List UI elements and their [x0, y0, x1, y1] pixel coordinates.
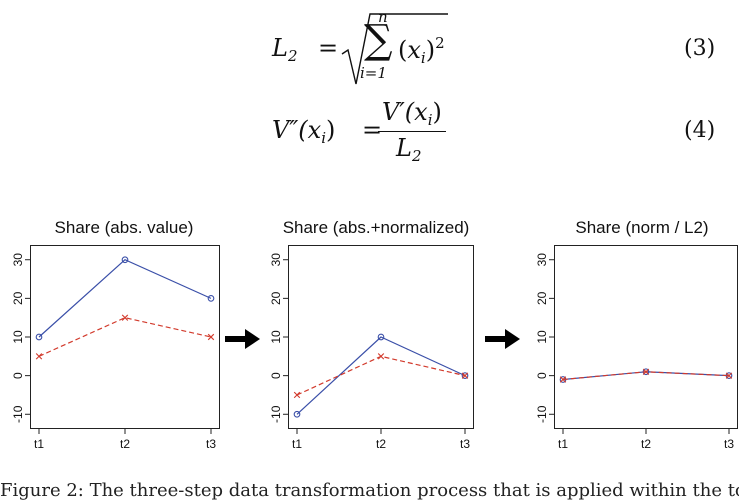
eq3-sum-lower: i=1	[360, 64, 387, 82]
x-tick-label: t1	[558, 437, 568, 451]
eq3-term: (xi)2	[398, 34, 445, 67]
data-point-circle	[293, 410, 301, 418]
y-tick-label: -10	[11, 405, 25, 423]
chart-3: -10 0 10 20 30 t1 t2 t3	[535, 245, 738, 451]
eq4-numerator: V′(xi)	[382, 98, 442, 129]
series-2-line	[296, 355, 466, 396]
y-tick-label: 30	[269, 253, 283, 267]
data-point-x	[461, 372, 469, 379]
chart-2-title: Share (abs.+normalized)	[282, 218, 470, 237]
equation-3: L2 = n ∑ i=1 (xi)2 (3)	[272, 8, 722, 90]
x-tick-label: t1	[292, 437, 302, 451]
chart-3-svg: -10 0 10 20 30 t1 t2 t3	[535, 253, 734, 451]
eq4-equals: =	[362, 116, 383, 144]
data-point-x	[207, 333, 215, 341]
data-point-circle	[461, 372, 469, 379]
right-arrow-icon	[225, 329, 260, 349]
eq4-lhs: V″(xi)	[272, 116, 336, 147]
data-point-circle	[377, 333, 385, 341]
y-tick-label: 20	[269, 291, 283, 305]
x-tick-label: t2	[641, 437, 651, 451]
chart-1-title: Share (abs. value)	[54, 218, 194, 237]
y-tick-label: 0	[11, 372, 25, 379]
x-tick-label: t3	[206, 437, 216, 451]
sum-symbol: ∑	[364, 17, 393, 63]
y-tick-label: 30	[11, 253, 25, 267]
figure-caption: Figure 2: The three-step data transforma…	[0, 480, 739, 501]
eq3-equals: =	[318, 34, 339, 62]
x-tick-label: t1	[34, 437, 44, 451]
data-point-x	[559, 376, 567, 383]
data-point-x	[725, 372, 733, 379]
right-arrow-icon	[485, 329, 520, 349]
x-tick-label: t3	[460, 437, 470, 451]
data-point-x	[377, 353, 385, 360]
series-1-line	[296, 336, 466, 415]
data-point-circle	[35, 333, 43, 341]
sqrt-sign	[341, 13, 448, 85]
eq4-number: (4)	[684, 118, 716, 143]
y-tick-label: 0	[535, 372, 549, 379]
y-tick-label: -10	[535, 405, 549, 423]
chart-3-title: Share (norm / L2)	[575, 218, 709, 237]
y-tick-label: 10	[11, 330, 25, 344]
series-2-line	[562, 371, 730, 381]
data-point-x	[35, 353, 43, 360]
equation-4: V″(xi) = V′(xi) L2 (4)	[272, 96, 722, 166]
y-tick-label: 30	[535, 253, 549, 267]
x-tick-label: t2	[376, 437, 386, 451]
chart-2-svg: -10 0 10 20 30 t1 t2 t3	[269, 253, 470, 451]
eq4-denominator: L2	[396, 134, 422, 165]
y-tick-label: 0	[269, 372, 283, 379]
y-tick-label: 20	[11, 291, 25, 305]
chart-1: -10 0 10 20 30 t1 t2 t3	[11, 245, 220, 451]
chart-1-svg: -10 0 10 20 30 t1 t2 t3	[11, 253, 216, 451]
eq3-number: (3)	[684, 36, 716, 61]
data-point-x	[293, 391, 301, 399]
data-point-circle	[207, 295, 215, 302]
x-tick-label: t2	[120, 437, 130, 451]
fraction-bar	[378, 131, 446, 132]
data-point-x	[121, 314, 129, 321]
y-tick-label: 10	[269, 330, 283, 344]
data-point-x	[642, 368, 650, 375]
y-tick-label: 20	[535, 291, 549, 305]
series-1-line	[562, 371, 730, 381]
data-point-circle	[121, 256, 129, 264]
eq3-sum-upper: n	[378, 8, 388, 26]
y-tick-label: -10	[269, 405, 283, 423]
eq3-lhs: L2	[272, 34, 298, 65]
chart-2: -10 0 10 20 30 t1 t2 t3	[269, 245, 474, 451]
series-1-line	[38, 259, 212, 338]
y-tick-label: 10	[535, 330, 549, 344]
x-tick-label: t3	[724, 437, 734, 451]
series-2-line	[38, 317, 212, 357]
